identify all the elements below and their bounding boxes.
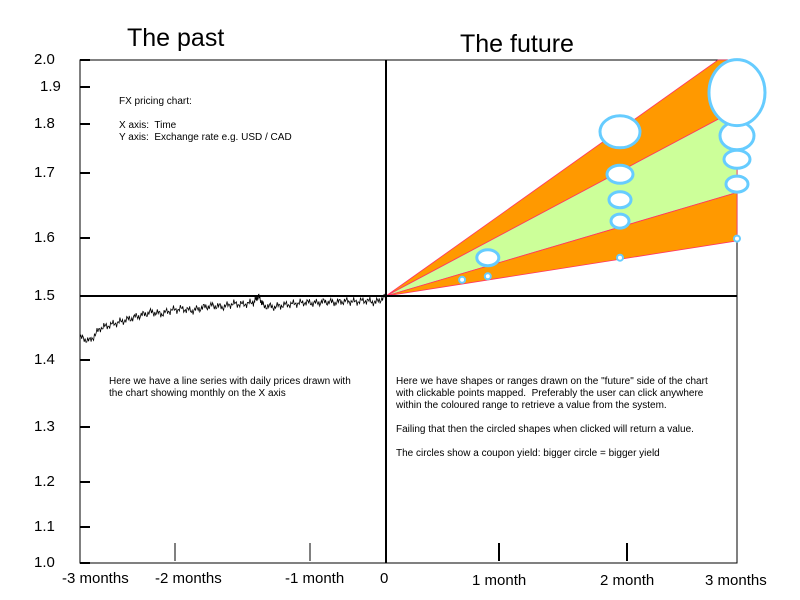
yield-circle[interactable] bbox=[722, 148, 752, 170]
x-tick-label: 0 bbox=[380, 570, 389, 587]
x-tick-label: -3 months bbox=[62, 570, 129, 587]
y-tick-label: 1.3 bbox=[34, 418, 55, 435]
yield-circle[interactable] bbox=[458, 275, 467, 284]
yield-circle[interactable] bbox=[733, 234, 741, 243]
y-tick-label: 1.4 bbox=[34, 351, 55, 368]
y-tick-label: 2.0 bbox=[34, 51, 55, 68]
past-note: Here we have a line series with daily pr… bbox=[109, 376, 351, 399]
x-tick-label: 3 months bbox=[705, 572, 767, 589]
x-tick-label: -1 month bbox=[285, 570, 345, 587]
y-tick-label: 1.5 bbox=[34, 287, 55, 304]
yield-circle[interactable] bbox=[616, 253, 624, 262]
y-tick-label: 1.9 bbox=[40, 78, 61, 95]
future-note: Here we have shapes or ranges drawn on t… bbox=[396, 376, 708, 459]
y-axis-ticks bbox=[80, 59, 90, 564]
y-tick-label: 1.0 bbox=[34, 554, 55, 571]
yield-circle[interactable] bbox=[483, 272, 492, 281]
yield-circles[interactable] bbox=[458, 58, 767, 284]
y-tick-label: 1.2 bbox=[34, 473, 55, 490]
y-tick-label: 1.6 bbox=[34, 229, 55, 246]
yield-circle[interactable] bbox=[598, 114, 642, 150]
y-tick-label: 1.8 bbox=[34, 115, 55, 132]
history-series bbox=[79, 293, 387, 343]
yield-circle[interactable] bbox=[607, 190, 633, 210]
outer-range-lower[interactable] bbox=[385, 191, 738, 297]
x-tick-label: -2 months bbox=[155, 570, 222, 587]
yield-circle[interactable] bbox=[609, 212, 631, 230]
future-title: The future bbox=[460, 30, 574, 58]
yield-circle[interactable] bbox=[724, 174, 750, 194]
y-tick-label: 1.1 bbox=[34, 518, 55, 535]
x-tick-label: 1 month bbox=[472, 572, 527, 589]
past-title: The past bbox=[127, 24, 225, 52]
forecast-ranges[interactable] bbox=[385, 59, 738, 297]
plot-frame bbox=[79, 59, 738, 564]
x-axis-ticks bbox=[174, 543, 628, 561]
yield-circle[interactable] bbox=[707, 58, 767, 128]
x-tick-label: 2 month bbox=[600, 572, 655, 589]
y-tick-label: 1.7 bbox=[34, 164, 55, 181]
yield-circle[interactable] bbox=[605, 163, 635, 185]
yield-circle[interactable] bbox=[475, 248, 501, 268]
axes-info-note: FX pricing chart: X axis: Time Y axis: E… bbox=[119, 96, 292, 143]
history-line bbox=[79, 293, 387, 343]
